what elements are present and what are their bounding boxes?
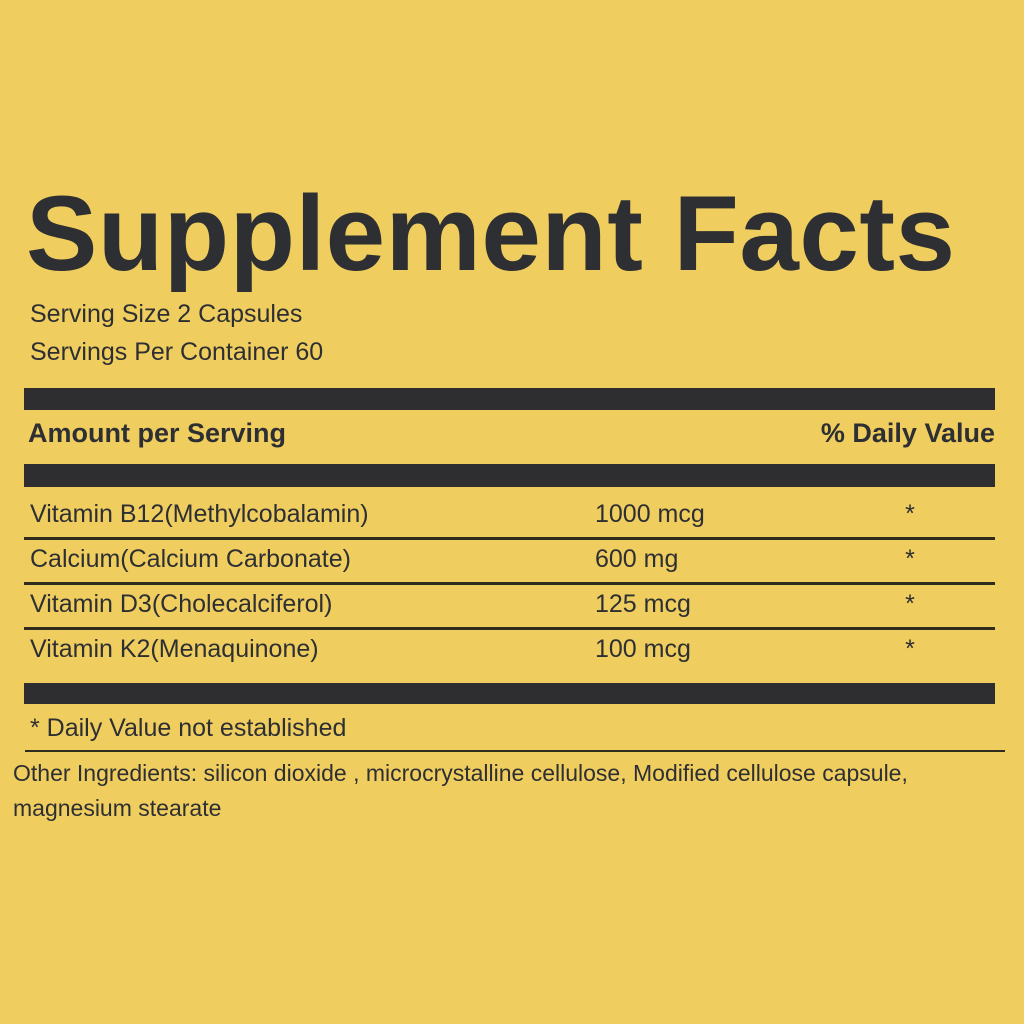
servings-per-container-text: Servings Per Container 60 [30, 338, 324, 366]
nutrient-name: Vitamin K2(Menaquinone) [30, 635, 319, 663]
nutrient-amount: 600 mg [595, 545, 679, 573]
table-row: Calcium(Calcium Carbonate) 600 mg * [0, 543, 1024, 577]
header-thick-divider [24, 464, 995, 487]
table-header-row: Amount per Serving % Daily Value [24, 416, 995, 451]
serving-size-text: Serving Size 2 Capsules [30, 300, 303, 328]
table-row: Vitamin D3(Cholecalciferol) 125 mcg * [0, 588, 1024, 622]
nutrient-amount: 100 mcg [595, 635, 691, 663]
table-row: Vitamin K2(Menaquinone) 100 mcg * [0, 633, 1024, 667]
daily-value-asterisk: * [905, 590, 915, 618]
nutrient-amount: 1000 mcg [595, 500, 705, 528]
footnote-divider [25, 750, 1005, 752]
supplement-facts-title: Supplement Facts [26, 173, 956, 293]
nutrient-amount: 125 mcg [595, 590, 691, 618]
row-divider [24, 627, 995, 630]
daily-value-header: % Daily Value [820, 418, 995, 448]
row-divider [24, 582, 995, 585]
top-thick-divider [24, 388, 995, 410]
daily-value-footnote: * Daily Value not established [30, 714, 347, 742]
bottom-thick-divider [24, 683, 995, 704]
daily-value-asterisk: * [905, 545, 915, 573]
nutrient-name: Vitamin B12(Methylcobalamin) [30, 500, 369, 528]
amount-per-serving-header: Amount per Serving [28, 418, 287, 448]
nutrient-name: Vitamin D3(Cholecalciferol) [30, 590, 333, 618]
daily-value-asterisk: * [905, 635, 915, 663]
row-divider [24, 537, 995, 540]
table-row: Vitamin B12(Methylcobalamin) 1000 mcg * [0, 498, 1024, 532]
nutrient-name: Calcium(Calcium Carbonate) [30, 545, 351, 573]
other-ingredients-line2: magnesium stearate [13, 795, 222, 821]
other-ingredients-line1: Other Ingredients: silicon dioxide , mic… [13, 760, 908, 786]
daily-value-asterisk: * [905, 500, 915, 528]
